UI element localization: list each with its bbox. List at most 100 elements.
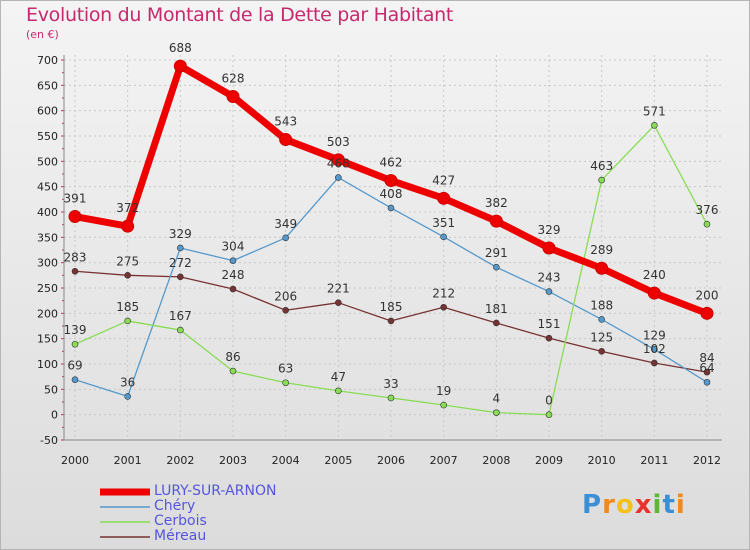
data-point-3 — [282, 306, 289, 314]
data-point-1 — [651, 346, 658, 353]
data-point-0 — [700, 306, 714, 320]
legend-label-mereau: Méreau — [154, 528, 207, 544]
y-tick-label: 350 — [37, 231, 58, 244]
data-label-2: 19 — [436, 384, 451, 398]
legend: LURY-SUR-ARNON Chéry Cerbois Méreau — [100, 484, 276, 544]
chart-title: Evolution du Montant de la Dette par Hab… — [26, 4, 454, 26]
y-tick-label: 650 — [37, 79, 58, 92]
data-point-1 — [335, 174, 342, 181]
data-label-3: 212 — [432, 286, 455, 300]
y-tick-label: 450 — [37, 181, 58, 194]
data-label-0: 391 — [64, 192, 87, 206]
x-tick-label: 2012 — [693, 454, 721, 467]
data-label-1: 129 — [643, 328, 666, 342]
x-tick-label: 2001 — [114, 454, 142, 467]
data-label-2: 463 — [590, 159, 613, 173]
data-point-1 — [71, 376, 79, 384]
x-tick-label: 2005 — [324, 454, 352, 467]
data-point-2 — [651, 122, 658, 129]
x-tick-label: 2010 — [588, 454, 616, 467]
data-label-0: 543 — [274, 115, 297, 129]
data-label-3: 275 — [116, 254, 139, 268]
data-point-3 — [440, 303, 447, 311]
data-point-1 — [493, 263, 500, 271]
data-label-1: 408 — [380, 187, 403, 201]
data-label-1: 64 — [699, 361, 714, 375]
proxiti-logo: Proxiti — [582, 490, 686, 520]
data-label-3: 272 — [169, 256, 192, 270]
data-label-3: 283 — [64, 250, 87, 264]
data-label-3: 151 — [538, 317, 561, 331]
y-tick-label: 550 — [37, 130, 58, 143]
x-tick-label: 2007 — [430, 454, 458, 467]
y-tick-label: 150 — [37, 333, 58, 346]
data-label-1: 291 — [485, 246, 508, 260]
legend-swatch-mereau — [100, 536, 150, 538]
data-label-3: 206 — [274, 289, 297, 303]
data-label-2: 33 — [383, 377, 398, 391]
y-tick-label: 100 — [37, 358, 58, 371]
legend-swatch-lury — [100, 488, 150, 496]
data-label-0: 628 — [222, 71, 245, 85]
data-label-0: 427 — [432, 173, 455, 187]
data-point-0 — [121, 219, 135, 233]
legend-item-mereau: Méreau — [100, 529, 276, 544]
data-point-2 — [387, 394, 395, 402]
data-label-3: 125 — [590, 330, 613, 344]
data-point-0 — [647, 286, 661, 300]
data-point-0 — [595, 261, 609, 275]
data-label-2: 47 — [331, 370, 346, 384]
data-point-1 — [387, 204, 395, 212]
data-point-0 — [331, 153, 345, 167]
data-point-1 — [282, 234, 289, 242]
data-label-3: 181 — [485, 302, 508, 316]
data-label-3: 185 — [380, 300, 403, 314]
data-point-2 — [335, 387, 342, 395]
y-tick-label: 0 — [51, 409, 58, 422]
x-tick-label: 2003 — [219, 454, 247, 467]
x-tick-label: 2009 — [535, 454, 563, 467]
data-label-0: 372 — [116, 201, 139, 215]
legend-label-chery: Chéry — [154, 498, 196, 514]
data-label-0: 289 — [590, 243, 613, 257]
data-point-1 — [545, 288, 553, 295]
data-point-3 — [493, 319, 500, 327]
data-label-0: 329 — [538, 223, 561, 237]
data-label-1: 304 — [222, 240, 245, 254]
legend-item-cerbois: Cerbois — [100, 514, 276, 529]
data-label-2: 376 — [696, 203, 719, 217]
data-label-2: 4 — [493, 392, 501, 406]
data-label-3: 84 — [699, 351, 714, 365]
x-tick-label: 2000 — [61, 454, 89, 467]
data-label-2: 0 — [545, 394, 553, 408]
legend-swatch-cerbois — [100, 521, 150, 523]
series-layer — [68, 59, 714, 418]
data-label-2: 86 — [225, 350, 240, 364]
data-point-2 — [124, 317, 131, 325]
data-label-2: 571 — [643, 104, 666, 118]
data-point-2 — [545, 411, 553, 418]
data-label-3: 248 — [222, 268, 245, 282]
data-point-1 — [177, 244, 184, 252]
data-label-2: 63 — [278, 362, 293, 376]
data-point-1 — [229, 257, 237, 264]
data-labels: 391 372 688 628 543 503 462 427 382 329 289 240 200 6… — [64, 41, 719, 408]
y-tick-label: 300 — [37, 257, 58, 270]
data-point-2 — [440, 401, 447, 409]
data-label-0: 462 — [380, 156, 403, 170]
data-point-2 — [703, 220, 711, 228]
data-point-3 — [387, 317, 395, 325]
data-point-1 — [440, 233, 447, 241]
axes: 7006506005505004504003503002502001501005… — [37, 54, 722, 467]
data-point-0 — [279, 133, 293, 147]
data-point-2 — [71, 340, 79, 348]
data-label-1: 468 — [327, 157, 350, 171]
chart-subtitle: (en €) — [26, 28, 59, 41]
grid-lines — [64, 55, 722, 441]
data-label-0: 503 — [327, 135, 350, 149]
data-label-0: 240 — [643, 268, 666, 282]
data-point-1 — [598, 316, 605, 323]
data-point-3 — [71, 267, 79, 275]
legend-label-lury: LURY-SUR-ARNON — [154, 483, 277, 499]
